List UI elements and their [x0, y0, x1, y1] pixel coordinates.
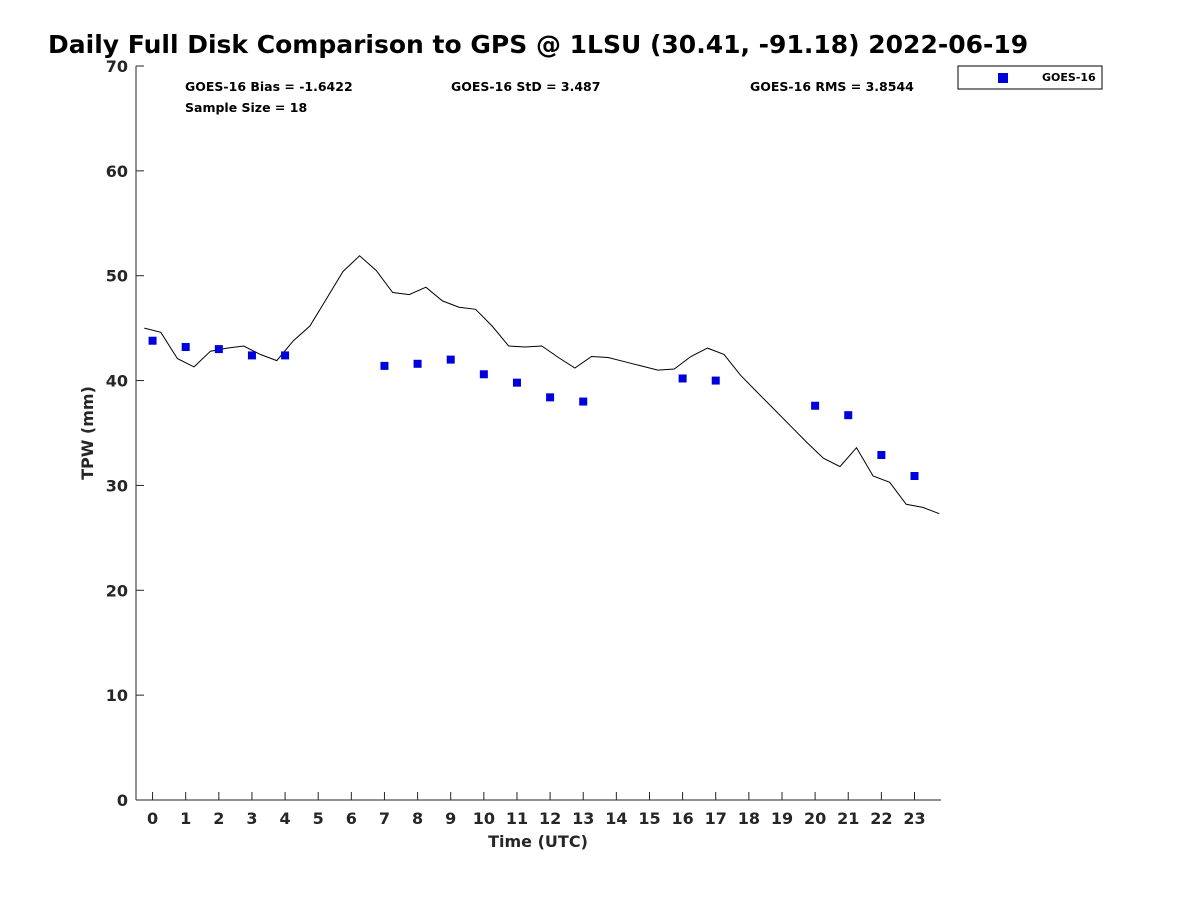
x-tick-label: 4 [280, 809, 291, 828]
legend-label-goes16: GOES-16 [1042, 71, 1096, 84]
goes16-data-point [247, 351, 256, 360]
goes16-data-point [281, 351, 290, 360]
stat-rms: GOES-16 RMS = 3.8544 [750, 79, 914, 94]
y-tick-label: 30 [106, 476, 128, 495]
x-tick-label: 6 [346, 809, 357, 828]
goes16-data-point [546, 393, 555, 402]
x-tick-label: 2 [213, 809, 224, 828]
x-tick-label: 14 [605, 809, 627, 828]
x-tick-label: 10 [473, 809, 495, 828]
x-tick-label: 15 [638, 809, 660, 828]
y-tick-label: 70 [106, 57, 128, 76]
x-tick-label: 19 [771, 809, 793, 828]
goes16-data-point [678, 374, 687, 383]
x-tick-label: 18 [738, 809, 760, 828]
x-tick-label: 9 [445, 809, 456, 828]
x-tick-label: 3 [246, 809, 257, 828]
stat-std: GOES-16 StD = 3.487 [451, 79, 600, 94]
y-tick-label: 50 [106, 267, 128, 286]
x-tick-label: 0 [147, 809, 158, 828]
goes16-data-point [811, 401, 820, 410]
y-tick-label: 10 [106, 686, 128, 705]
x-tick-label: 1 [180, 809, 191, 828]
stat-bias: GOES-16 Bias = -1.6422 [185, 79, 353, 94]
y-tick-label: 0 [117, 791, 128, 810]
goes16-data-point [446, 355, 455, 364]
goes16-data-point [579, 397, 588, 406]
goes16-data-point [711, 376, 720, 385]
x-tick-label: 20 [804, 809, 826, 828]
goes16-data-point [844, 411, 853, 420]
x-tick-label: 12 [539, 809, 561, 828]
x-tick-label: 22 [870, 809, 892, 828]
x-tick-label: 23 [903, 809, 925, 828]
x-tick-label: 21 [837, 809, 859, 828]
y-axis-label: TPW (mm) [78, 386, 97, 480]
goes16-data-point [181, 343, 190, 352]
goes16-data-point [910, 471, 919, 480]
goes16-data-point [413, 359, 422, 368]
x-tick-label: 7 [379, 809, 390, 828]
y-tick-label: 60 [106, 162, 128, 181]
legend: GOES-16 [957, 65, 1103, 90]
y-tick-label: 40 [106, 372, 128, 391]
x-tick-label: 13 [572, 809, 594, 828]
stat-sample-size: Sample Size = 18 [185, 100, 307, 115]
goes16-data-point [214, 345, 223, 354]
x-tick-label: 8 [412, 809, 423, 828]
goes16-data-point [479, 370, 488, 379]
chart-title: Daily Full Disk Comparison to GPS @ 1LSU… [48, 30, 1029, 59]
y-tick-label: 20 [106, 581, 128, 600]
x-tick-label: 16 [671, 809, 693, 828]
goes16-data-point [380, 361, 389, 370]
x-axis-label: Time (UTC) [488, 832, 588, 851]
x-tick-label: 11 [506, 809, 528, 828]
x-tick-label: 5 [313, 809, 324, 828]
legend-marker-goes16 [998, 73, 1008, 83]
legend-box [957, 65, 1103, 90]
gps-tpw-line [144, 255, 940, 515]
goes16-data-point [148, 336, 157, 345]
goes16-data-point [512, 378, 521, 387]
goes16-data-point [877, 451, 886, 460]
x-tick-label: 17 [705, 809, 727, 828]
